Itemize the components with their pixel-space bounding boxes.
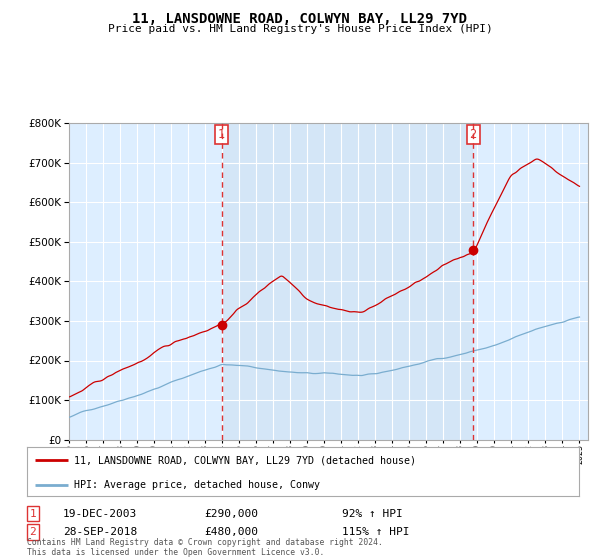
Text: 11, LANSDOWNE ROAD, COLWYN BAY, LL29 7YD: 11, LANSDOWNE ROAD, COLWYN BAY, LL29 7YD [133,12,467,26]
Text: 115% ↑ HPI: 115% ↑ HPI [342,527,409,537]
Text: £290,000: £290,000 [204,508,258,519]
Text: 1: 1 [218,128,225,141]
Text: 1: 1 [29,508,37,519]
Text: 2: 2 [29,527,37,537]
Text: 28-SEP-2018: 28-SEP-2018 [63,527,137,537]
Text: 92% ↑ HPI: 92% ↑ HPI [342,508,403,519]
Text: Contains HM Land Registry data © Crown copyright and database right 2024.
This d: Contains HM Land Registry data © Crown c… [27,538,383,557]
Text: 11, LANSDOWNE ROAD, COLWYN BAY, LL29 7YD (detached house): 11, LANSDOWNE ROAD, COLWYN BAY, LL29 7YD… [74,455,416,465]
Text: 19-DEC-2003: 19-DEC-2003 [63,508,137,519]
Text: Price paid vs. HM Land Registry's House Price Index (HPI): Price paid vs. HM Land Registry's House … [107,24,493,34]
Text: HPI: Average price, detached house, Conwy: HPI: Average price, detached house, Conw… [74,480,320,490]
Text: 2: 2 [470,128,477,141]
Bar [221,123,473,440]
Text: £480,000: £480,000 [204,527,258,537]
